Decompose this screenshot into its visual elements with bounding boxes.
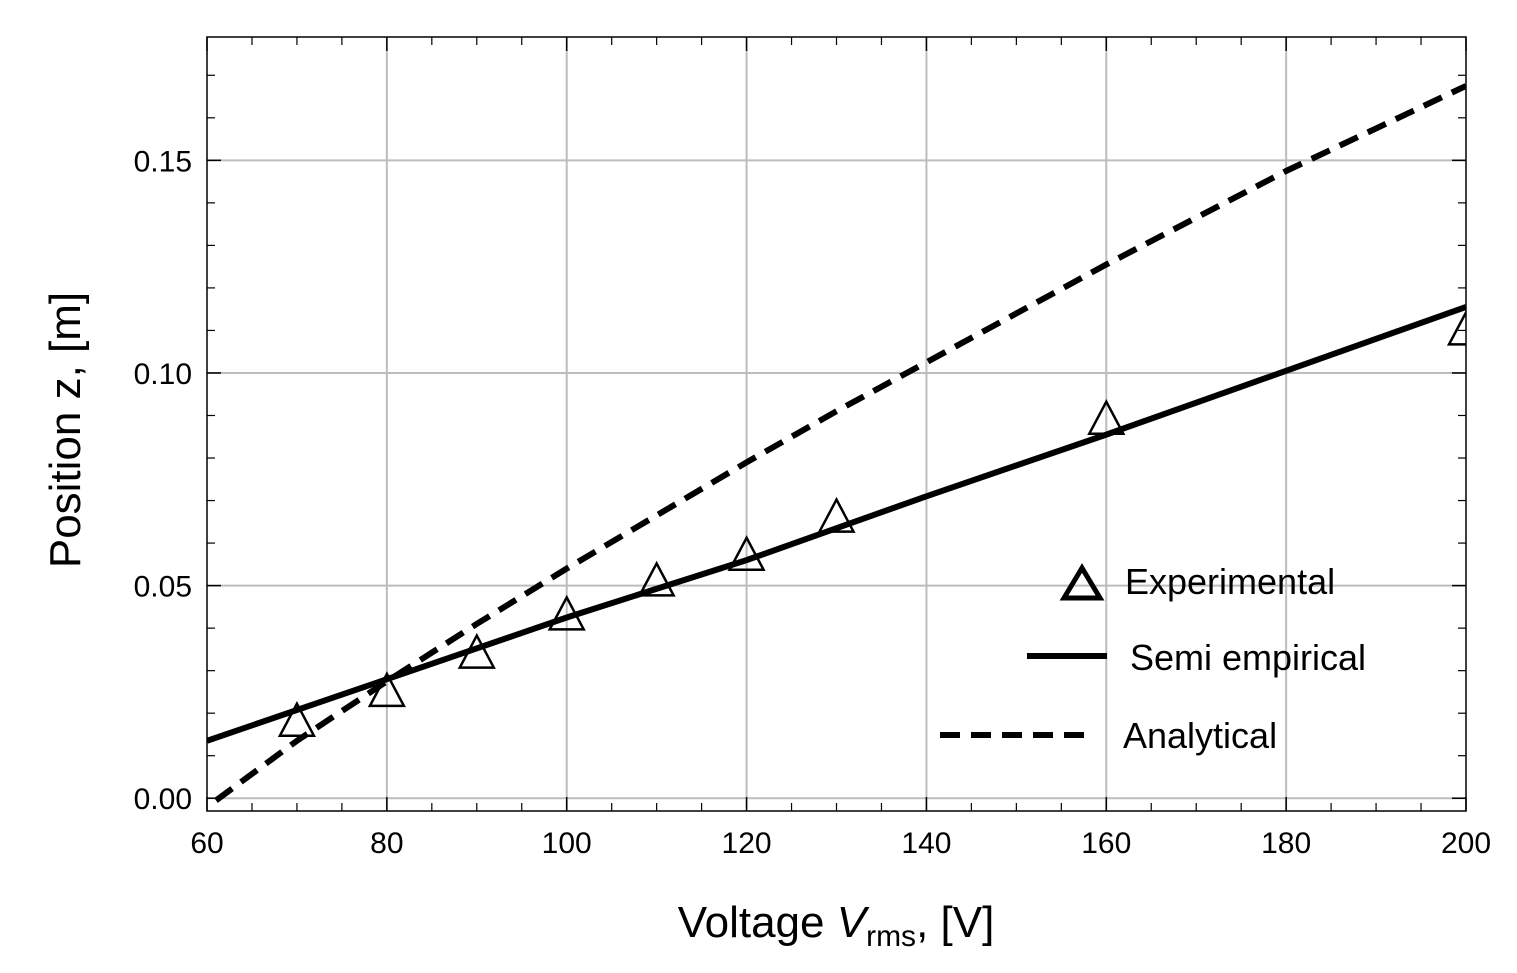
x-axis-title-subscript: rms [866,920,916,953]
legend-label-semi-empirical: Semi empirical [1130,637,1366,678]
y-axis-title: Position z, [m] [41,292,90,568]
data-point-experimental [547,594,586,631]
data-point-experimental [637,560,676,597]
x-axis-title-prefix: Voltage [678,898,837,947]
legend-label-analytical: Analytical [1123,715,1277,756]
y-tick-label: 0.10 [134,358,192,391]
x-tick-label: 60 [190,827,223,860]
data-point-experimental [1087,399,1126,435]
data-point-experimental [457,632,496,669]
x-tick-label: 160 [1081,827,1131,860]
x-tick-label: 80 [370,827,403,860]
tick-labels: 60 80 100 120 140 160 180 200 0.00 0.05 0.10 0.15 [134,145,1491,860]
data-point-experimental [277,701,316,737]
x-tick-label: 120 [722,827,772,860]
grid [207,37,1466,811]
legend-label-experimental: Experimental [1125,561,1335,602]
y-tick-label: 0.00 [134,783,192,816]
series-line-semi-empirical [207,304,1466,744]
x-axis-title: Voltage Vrms, [V] [678,898,995,953]
data-point-experimental [367,671,406,708]
x-tick-label: 200 [1441,827,1491,860]
x-axis-title-symbol: V [837,898,870,947]
series [207,83,1466,803]
legend-triangle-marker [1059,563,1105,601]
legend: Experimental Semi empirical Analytical [940,561,1366,756]
x-tick-label: 100 [542,827,592,860]
data-point-experimental [1446,309,1466,346]
x-tick-label: 140 [901,827,951,860]
x-tick-label: 180 [1261,827,1311,860]
y-tick-label: 0.05 [134,571,192,604]
plot-frame [206,36,1467,812]
data-point-experimental [817,496,856,533]
x-axis-title-suffix: , [V] [916,898,994,947]
series-line-analytical [214,83,1466,803]
data-point-experimental [727,535,766,572]
y-tick-label: 0.15 [134,145,192,178]
